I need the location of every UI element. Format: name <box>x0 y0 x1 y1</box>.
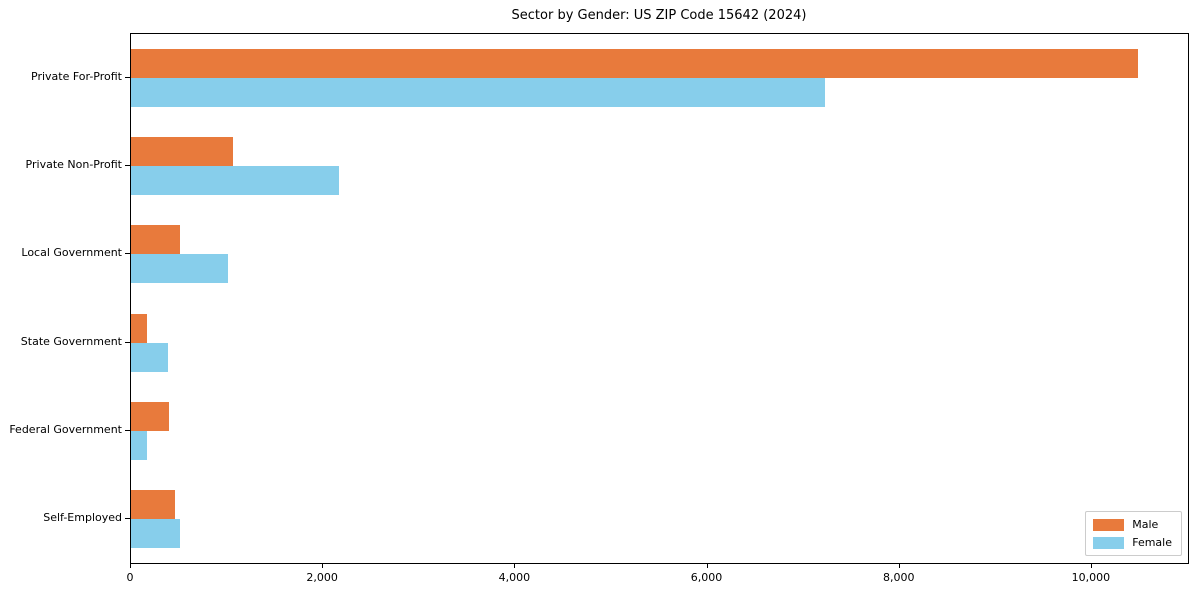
legend-swatch-male <box>1093 518 1125 531</box>
bar-female-2 <box>131 166 339 196</box>
bar-male-6 <box>131 489 176 519</box>
x-tick-label: 2,000 <box>306 571 338 584</box>
bar-female-1 <box>131 78 825 108</box>
y-tick-mark <box>125 77 130 79</box>
x-tick-label: 10,000 <box>1071 571 1111 584</box>
y-tick-mark <box>125 429 130 431</box>
bar-female-4 <box>131 342 168 372</box>
y-tick-label: Private Non-Profit <box>25 158 122 172</box>
legend-label: Female <box>1132 536 1172 549</box>
legend-item-male: Male <box>1093 518 1172 531</box>
y-tick-mark <box>125 165 130 167</box>
y-tick-mark <box>125 341 130 343</box>
bar-male-5 <box>131 401 169 431</box>
x-tick-mark <box>322 563 324 568</box>
y-tick-label: Local Government <box>21 246 122 260</box>
y-tick-label: State Government <box>20 334 122 348</box>
bar-female-6 <box>131 518 180 548</box>
chart-title: Sector by Gender: US ZIP Code 15642 (202… <box>511 8 807 23</box>
legend-swatch-female <box>1093 536 1125 549</box>
x-tick-mark <box>706 563 708 568</box>
x-tick-label: 8,000 <box>882 571 915 584</box>
legend-label: Male <box>1132 518 1159 531</box>
bar-female-5 <box>131 430 148 460</box>
plot-area: Male Female <box>130 33 1189 564</box>
bar-male-2 <box>131 137 233 167</box>
bar-female-3 <box>131 254 229 284</box>
x-tick-label: 0 <box>126 571 134 584</box>
y-tick-mark <box>125 517 130 519</box>
x-tick-mark <box>514 563 516 568</box>
bar-male-4 <box>131 313 148 343</box>
x-tick-label: 4,000 <box>498 571 531 584</box>
x-tick-mark <box>130 563 131 568</box>
y-tick-mark <box>125 253 130 255</box>
legend-item-female: Female <box>1093 536 1172 549</box>
legend: Male Female <box>1085 511 1182 556</box>
x-tick-mark <box>1090 563 1092 568</box>
x-tick-label: 6,000 <box>690 571 723 584</box>
bar-male-1 <box>131 49 1139 79</box>
y-tick-label: Private For-Profit <box>31 70 122 84</box>
y-tick-label: Federal Government <box>9 422 122 436</box>
y-tick-label: Self-Employed <box>43 510 122 524</box>
x-tick-mark <box>898 563 900 568</box>
bar-male-3 <box>131 225 180 255</box>
